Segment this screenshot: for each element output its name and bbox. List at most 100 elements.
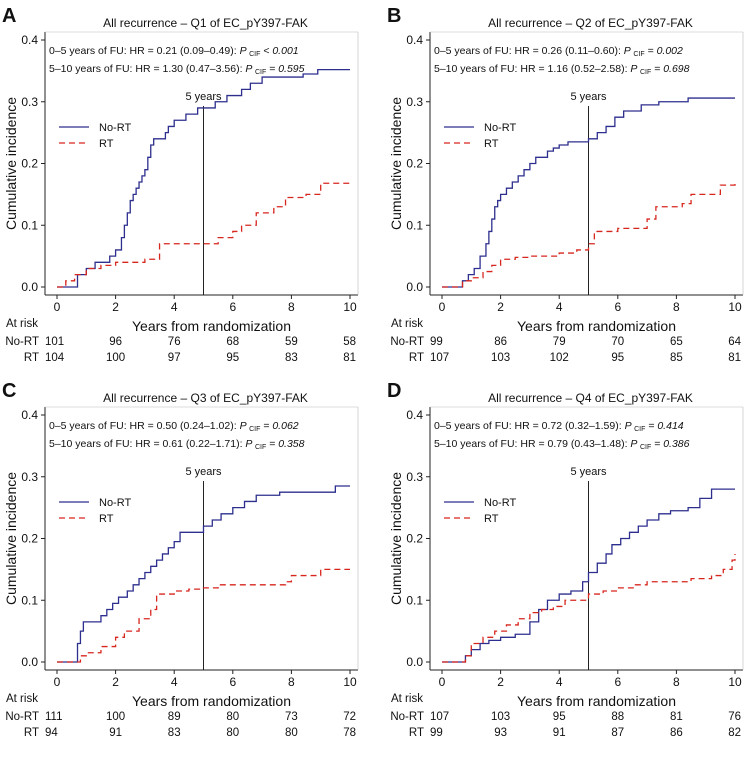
x-tick-label: 10 <box>728 300 742 314</box>
legend-label: RT <box>484 513 499 525</box>
x-tick-label: 6 <box>229 300 236 314</box>
x-tick-label: 2 <box>497 675 504 689</box>
x-tick-label: 10 <box>728 675 742 689</box>
x-tick-label: 8 <box>288 675 295 689</box>
y-tick-label: 0.1 <box>406 593 423 607</box>
y-axis-label: Cumulative incidence <box>3 472 19 605</box>
y-axis-label: Cumulative incidence <box>3 97 19 230</box>
at-risk-heading: At risk <box>6 318 38 330</box>
x-tick-label: 4 <box>556 300 563 314</box>
at-risk-count: 93 <box>494 727 507 739</box>
legend-label: No-RT <box>99 122 131 134</box>
hr-annotation: 0–5 years of FU: HR = 0.21 (0.09–0.49): … <box>49 45 299 58</box>
y-tick-label: 0.2 <box>406 532 423 546</box>
y-tick-label: 0.4 <box>21 33 38 47</box>
at-risk-count: 100 <box>106 711 125 723</box>
at-risk-count: 81 <box>343 352 356 364</box>
at-risk-heading: At risk <box>6 693 38 705</box>
at-risk-count: 97 <box>168 352 181 364</box>
x-tick-label: 6 <box>614 300 621 314</box>
panel-letter: D <box>387 380 401 402</box>
x-tick-label: 0 <box>439 300 446 314</box>
at-risk-count: 96 <box>109 336 122 348</box>
at-risk-count: 78 <box>343 727 356 739</box>
at-risk-count: 95 <box>553 711 566 723</box>
panel-C: C All recurrence – Q3 of EC_pY397-FAK 0.0 0… <box>2 380 359 739</box>
panel-A: A All recurrence – Q1 of EC_pY397-FAK 0.0 0… <box>2 5 359 364</box>
y-axis-label: Cumulative incidence <box>388 472 404 605</box>
x-tick-label: 8 <box>673 300 680 314</box>
at-risk-count: 101 <box>45 336 64 348</box>
at-risk-count: 80 <box>226 711 239 723</box>
at-risk-count: 102 <box>550 352 569 364</box>
at-risk-count: 89 <box>168 711 181 723</box>
at-risk-row-label: RT <box>24 727 39 739</box>
at-risk-count: 86 <box>494 336 507 348</box>
y-tick-label: 0.1 <box>21 218 38 232</box>
at-risk-count: 80 <box>226 727 239 739</box>
y-tick-label: 0.0 <box>21 655 38 669</box>
x-tick-label: 8 <box>673 675 680 689</box>
at-risk-count: 64 <box>728 336 741 348</box>
series-rt-line <box>57 182 350 288</box>
at-risk-count: 99 <box>430 727 443 739</box>
y-tick-label: 0.3 <box>21 95 38 109</box>
at-risk-count: 70 <box>611 336 624 348</box>
y-tick-label: 0.4 <box>21 408 38 422</box>
legend-label: RT <box>484 138 499 150</box>
x-axis-label: Years from randomization <box>517 693 676 709</box>
y-tick-label: 0.4 <box>406 33 423 47</box>
at-risk-count: 76 <box>728 711 741 723</box>
y-tick-label: 0.3 <box>406 470 423 484</box>
legend-label: RT <box>99 138 114 150</box>
five-year-label: 5 years <box>185 466 222 478</box>
five-year-label: 5 years <box>570 466 607 478</box>
x-tick-label: 10 <box>343 300 357 314</box>
series-no-rt-line <box>57 68 350 288</box>
series-rt-line <box>442 180 736 288</box>
y-tick-label: 0.2 <box>406 157 423 171</box>
chart-title: All recurrence – Q4 of EC_pY397-FAK <box>488 391 693 405</box>
x-tick-label: 6 <box>614 675 621 689</box>
at-risk-count: 95 <box>611 352 624 364</box>
series-rt-line <box>442 553 736 663</box>
at-risk-count: 111 <box>45 711 62 723</box>
five-year-label: 5 years <box>185 91 222 103</box>
at-risk-row-label: No-RT <box>390 336 424 348</box>
x-tick-label: 2 <box>112 675 119 689</box>
at-risk-heading: At risk <box>391 318 423 330</box>
at-risk-count: 87 <box>611 727 624 739</box>
series-rt-line <box>57 568 350 663</box>
at-risk-count: 79 <box>553 336 566 348</box>
at-risk-row-label: No-RT <box>5 336 39 348</box>
at-risk-count: 91 <box>109 727 122 739</box>
five-year-label: 5 years <box>570 91 607 103</box>
y-tick-label: 0.3 <box>21 470 38 484</box>
at-risk-heading: At risk <box>391 693 423 705</box>
series-no-rt-line <box>442 488 735 663</box>
x-tick-label: 4 <box>556 675 563 689</box>
x-axis-label: Years from randomization <box>517 318 676 334</box>
x-tick-label: 4 <box>171 300 178 314</box>
y-tick-label: 0.0 <box>21 280 38 294</box>
x-tick-label: 10 <box>343 675 357 689</box>
at-risk-count: 83 <box>168 727 181 739</box>
y-axis-label: Cumulative incidence <box>388 97 404 230</box>
panel-B: B All recurrence – Q2 of EC_pY397-FAK 0.0 0… <box>387 5 744 364</box>
at-risk-count: 58 <box>343 336 356 348</box>
at-risk-count: 95 <box>226 352 239 364</box>
panel-letter: A <box>2 5 16 27</box>
at-risk-count: 107 <box>430 352 449 364</box>
at-risk-count: 83 <box>285 352 298 364</box>
legend-label: No-RT <box>484 122 516 134</box>
hr-annotation: 5–10 years of FU: HR = 1.30 (0.47–3.56):… <box>49 63 305 76</box>
x-axis-label: Years from randomization <box>132 693 291 709</box>
y-tick-label: 0.0 <box>406 655 423 669</box>
y-tick-label: 0.1 <box>406 218 423 232</box>
at-risk-count: 76 <box>168 336 181 348</box>
y-tick-label: 0.0 <box>406 280 423 294</box>
at-risk-count: 72 <box>343 711 356 723</box>
at-risk-count: 81 <box>728 352 741 364</box>
at-risk-count: 103 <box>491 711 510 723</box>
